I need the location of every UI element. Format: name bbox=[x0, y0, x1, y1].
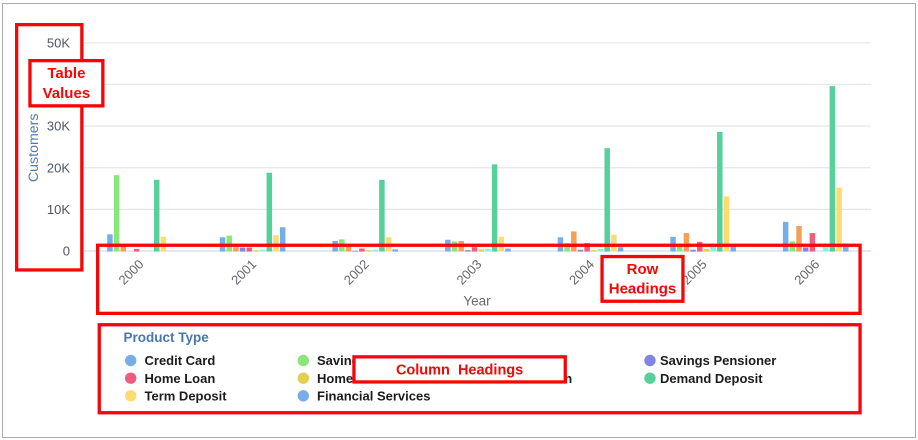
svg-text:Product Type: Product Type bbox=[124, 330, 210, 345]
svg-text:Column Headings: Column Headings bbox=[396, 362, 523, 378]
svg-text:Values: Values bbox=[43, 85, 91, 102]
svg-text:Savings Pensioner: Savings Pensioner bbox=[660, 353, 776, 368]
svg-text:30K: 30K bbox=[47, 119, 70, 134]
svg-text:Term Deposit: Term Deposit bbox=[145, 389, 228, 404]
svg-text:Table: Table bbox=[47, 65, 85, 82]
svg-text:10K: 10K bbox=[47, 202, 70, 217]
svg-text:Financial Services: Financial Services bbox=[317, 389, 430, 404]
svg-text:n: n bbox=[564, 371, 572, 386]
svg-text:Year: Year bbox=[463, 294, 491, 309]
svg-text:0: 0 bbox=[63, 244, 70, 259]
svg-text:Home: Home bbox=[317, 371, 353, 386]
svg-text:Credit Card: Credit Card bbox=[145, 353, 216, 368]
svg-text:20K: 20K bbox=[47, 160, 70, 175]
svg-text:Home Loan: Home Loan bbox=[145, 371, 216, 386]
svg-text:50K: 50K bbox=[47, 35, 70, 50]
svg-text:Demand Deposit: Demand Deposit bbox=[660, 371, 763, 386]
svg-text:Headings: Headings bbox=[609, 280, 677, 297]
svg-text:Row: Row bbox=[627, 261, 659, 278]
svg-text:Customers: Customers bbox=[26, 114, 42, 183]
